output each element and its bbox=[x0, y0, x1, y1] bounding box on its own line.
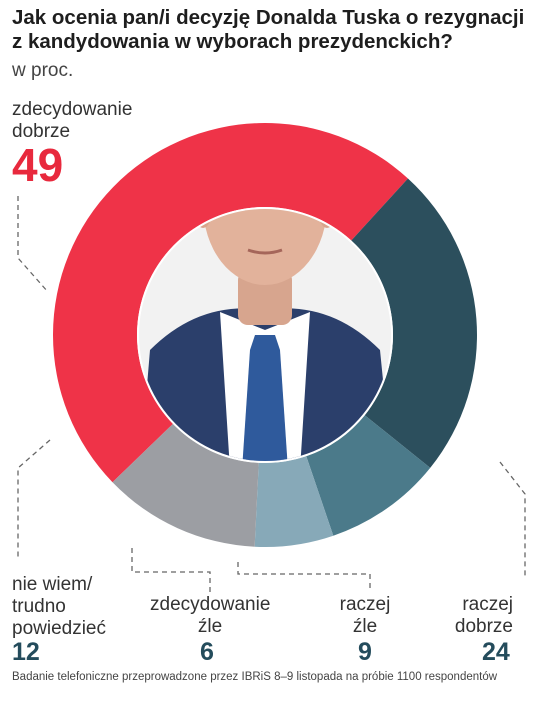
label-line: raczej bbox=[462, 594, 513, 615]
label-line: nie wiem/ bbox=[12, 574, 93, 595]
label-raczej-zle: raczej źle bbox=[335, 594, 395, 638]
leader-nie-wiem bbox=[17, 439, 51, 558]
leader-zdecydowanie-dobrze bbox=[17, 196, 49, 293]
value-nie-wiem: 12 bbox=[12, 638, 40, 666]
title-line-1: Jak ocenia pan/i decyzję Donalda Tuska o… bbox=[12, 6, 525, 29]
footer-source-note: Badanie telefoniczne przeprowadzone prze… bbox=[12, 671, 498, 683]
value-raczej-dobrze: 24 bbox=[482, 638, 510, 666]
donut-slices bbox=[53, 123, 477, 547]
label-line: źle bbox=[197, 616, 223, 637]
label-line: zdecydowanie bbox=[12, 99, 133, 120]
value-zdecydowanie-dobrze: 49 bbox=[12, 139, 64, 191]
label-line: dobrze bbox=[454, 616, 513, 637]
portrait-photo bbox=[137, 207, 393, 463]
label-line: powiedzieć bbox=[12, 618, 106, 639]
label-raczej-dobrze: raczej dobrze bbox=[453, 594, 513, 638]
label-line: zdecydowanie bbox=[150, 594, 271, 615]
leader-lines bbox=[17, 196, 526, 592]
label-nie-wiem: nie wiem/ trudno powiedzieć bbox=[12, 574, 106, 640]
donut-slice-4 bbox=[112, 423, 259, 547]
label-zdecydowanie-dobrze: zdecydowanie dobrze bbox=[12, 99, 132, 143]
value-zdecydowanie-zle: 6 bbox=[200, 638, 214, 666]
leader-raczej-zle bbox=[237, 562, 371, 590]
label-line: trudno bbox=[12, 596, 66, 617]
label-zdecydowanie-zle: zdecydowanie źle bbox=[150, 594, 270, 638]
value-raczej-zle: 9 bbox=[358, 638, 372, 666]
donut-slice-0 bbox=[53, 123, 408, 483]
title-line-2: z kandydowania w wyborach prezydenckich? bbox=[12, 30, 453, 53]
donut-slice-3 bbox=[254, 456, 334, 547]
donut-slice-1 bbox=[351, 178, 477, 468]
chart-title: Jak ocenia pan/i decyzję Donalda Tuska o… bbox=[12, 6, 536, 54]
leader-raczej-dobrze bbox=[499, 461, 526, 578]
donut-slice-2 bbox=[306, 415, 431, 536]
label-line: dobrze bbox=[12, 121, 71, 142]
label-line: źle bbox=[352, 616, 378, 637]
leader-zdecydowanie-zle bbox=[131, 548, 211, 592]
label-line: raczej bbox=[339, 594, 391, 615]
unit-subtitle: w proc. bbox=[12, 60, 74, 81]
